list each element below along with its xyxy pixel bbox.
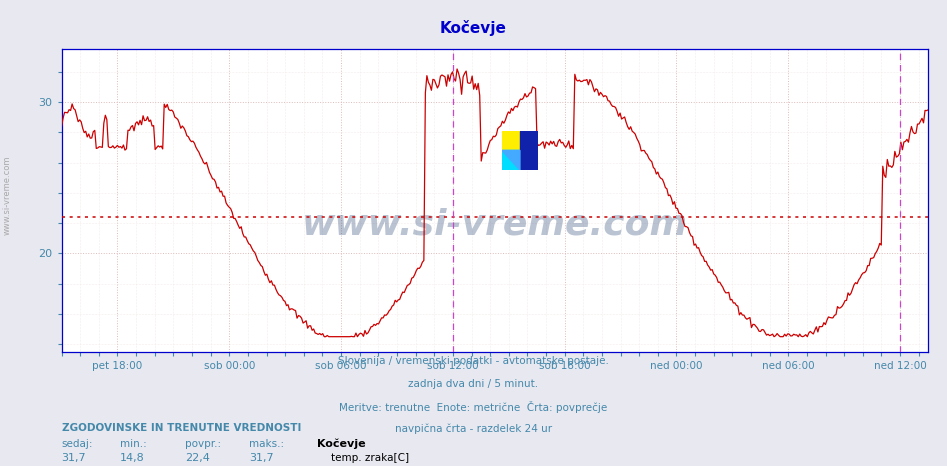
Text: min.:: min.:	[120, 439, 147, 449]
Text: Slovenija / vremenski podatki - avtomatske postaje.: Slovenija / vremenski podatki - avtomats…	[338, 356, 609, 366]
Text: www.si-vreme.com: www.si-vreme.com	[3, 156, 12, 235]
Text: zadnja dva dni / 5 minut.: zadnja dva dni / 5 minut.	[408, 379, 539, 389]
Bar	[502, 151, 520, 170]
Text: www.si-vreme.com: www.si-vreme.com	[302, 208, 688, 241]
Bar	[520, 130, 538, 170]
Text: 22,4: 22,4	[185, 453, 209, 463]
Text: 31,7: 31,7	[62, 453, 86, 463]
Text: temp. zraka[C]: temp. zraka[C]	[331, 453, 409, 463]
Text: Kočevje: Kočevje	[317, 439, 366, 450]
Text: Meritve: trenutne  Enote: metrične  Črta: povprečje: Meritve: trenutne Enote: metrične Črta: …	[339, 401, 608, 413]
Polygon shape	[502, 151, 520, 170]
Text: sedaj:: sedaj:	[62, 439, 93, 449]
Text: Kočevje: Kočevje	[440, 20, 507, 35]
Text: 14,8: 14,8	[120, 453, 145, 463]
Text: ZGODOVINSKE IN TRENUTNE VREDNOSTI: ZGODOVINSKE IN TRENUTNE VREDNOSTI	[62, 423, 301, 433]
Text: navpična črta - razdelek 24 ur: navpična črta - razdelek 24 ur	[395, 424, 552, 434]
Text: povpr.:: povpr.:	[185, 439, 221, 449]
Text: maks.:: maks.:	[249, 439, 284, 449]
Bar	[502, 130, 520, 151]
Text: 31,7: 31,7	[249, 453, 274, 463]
